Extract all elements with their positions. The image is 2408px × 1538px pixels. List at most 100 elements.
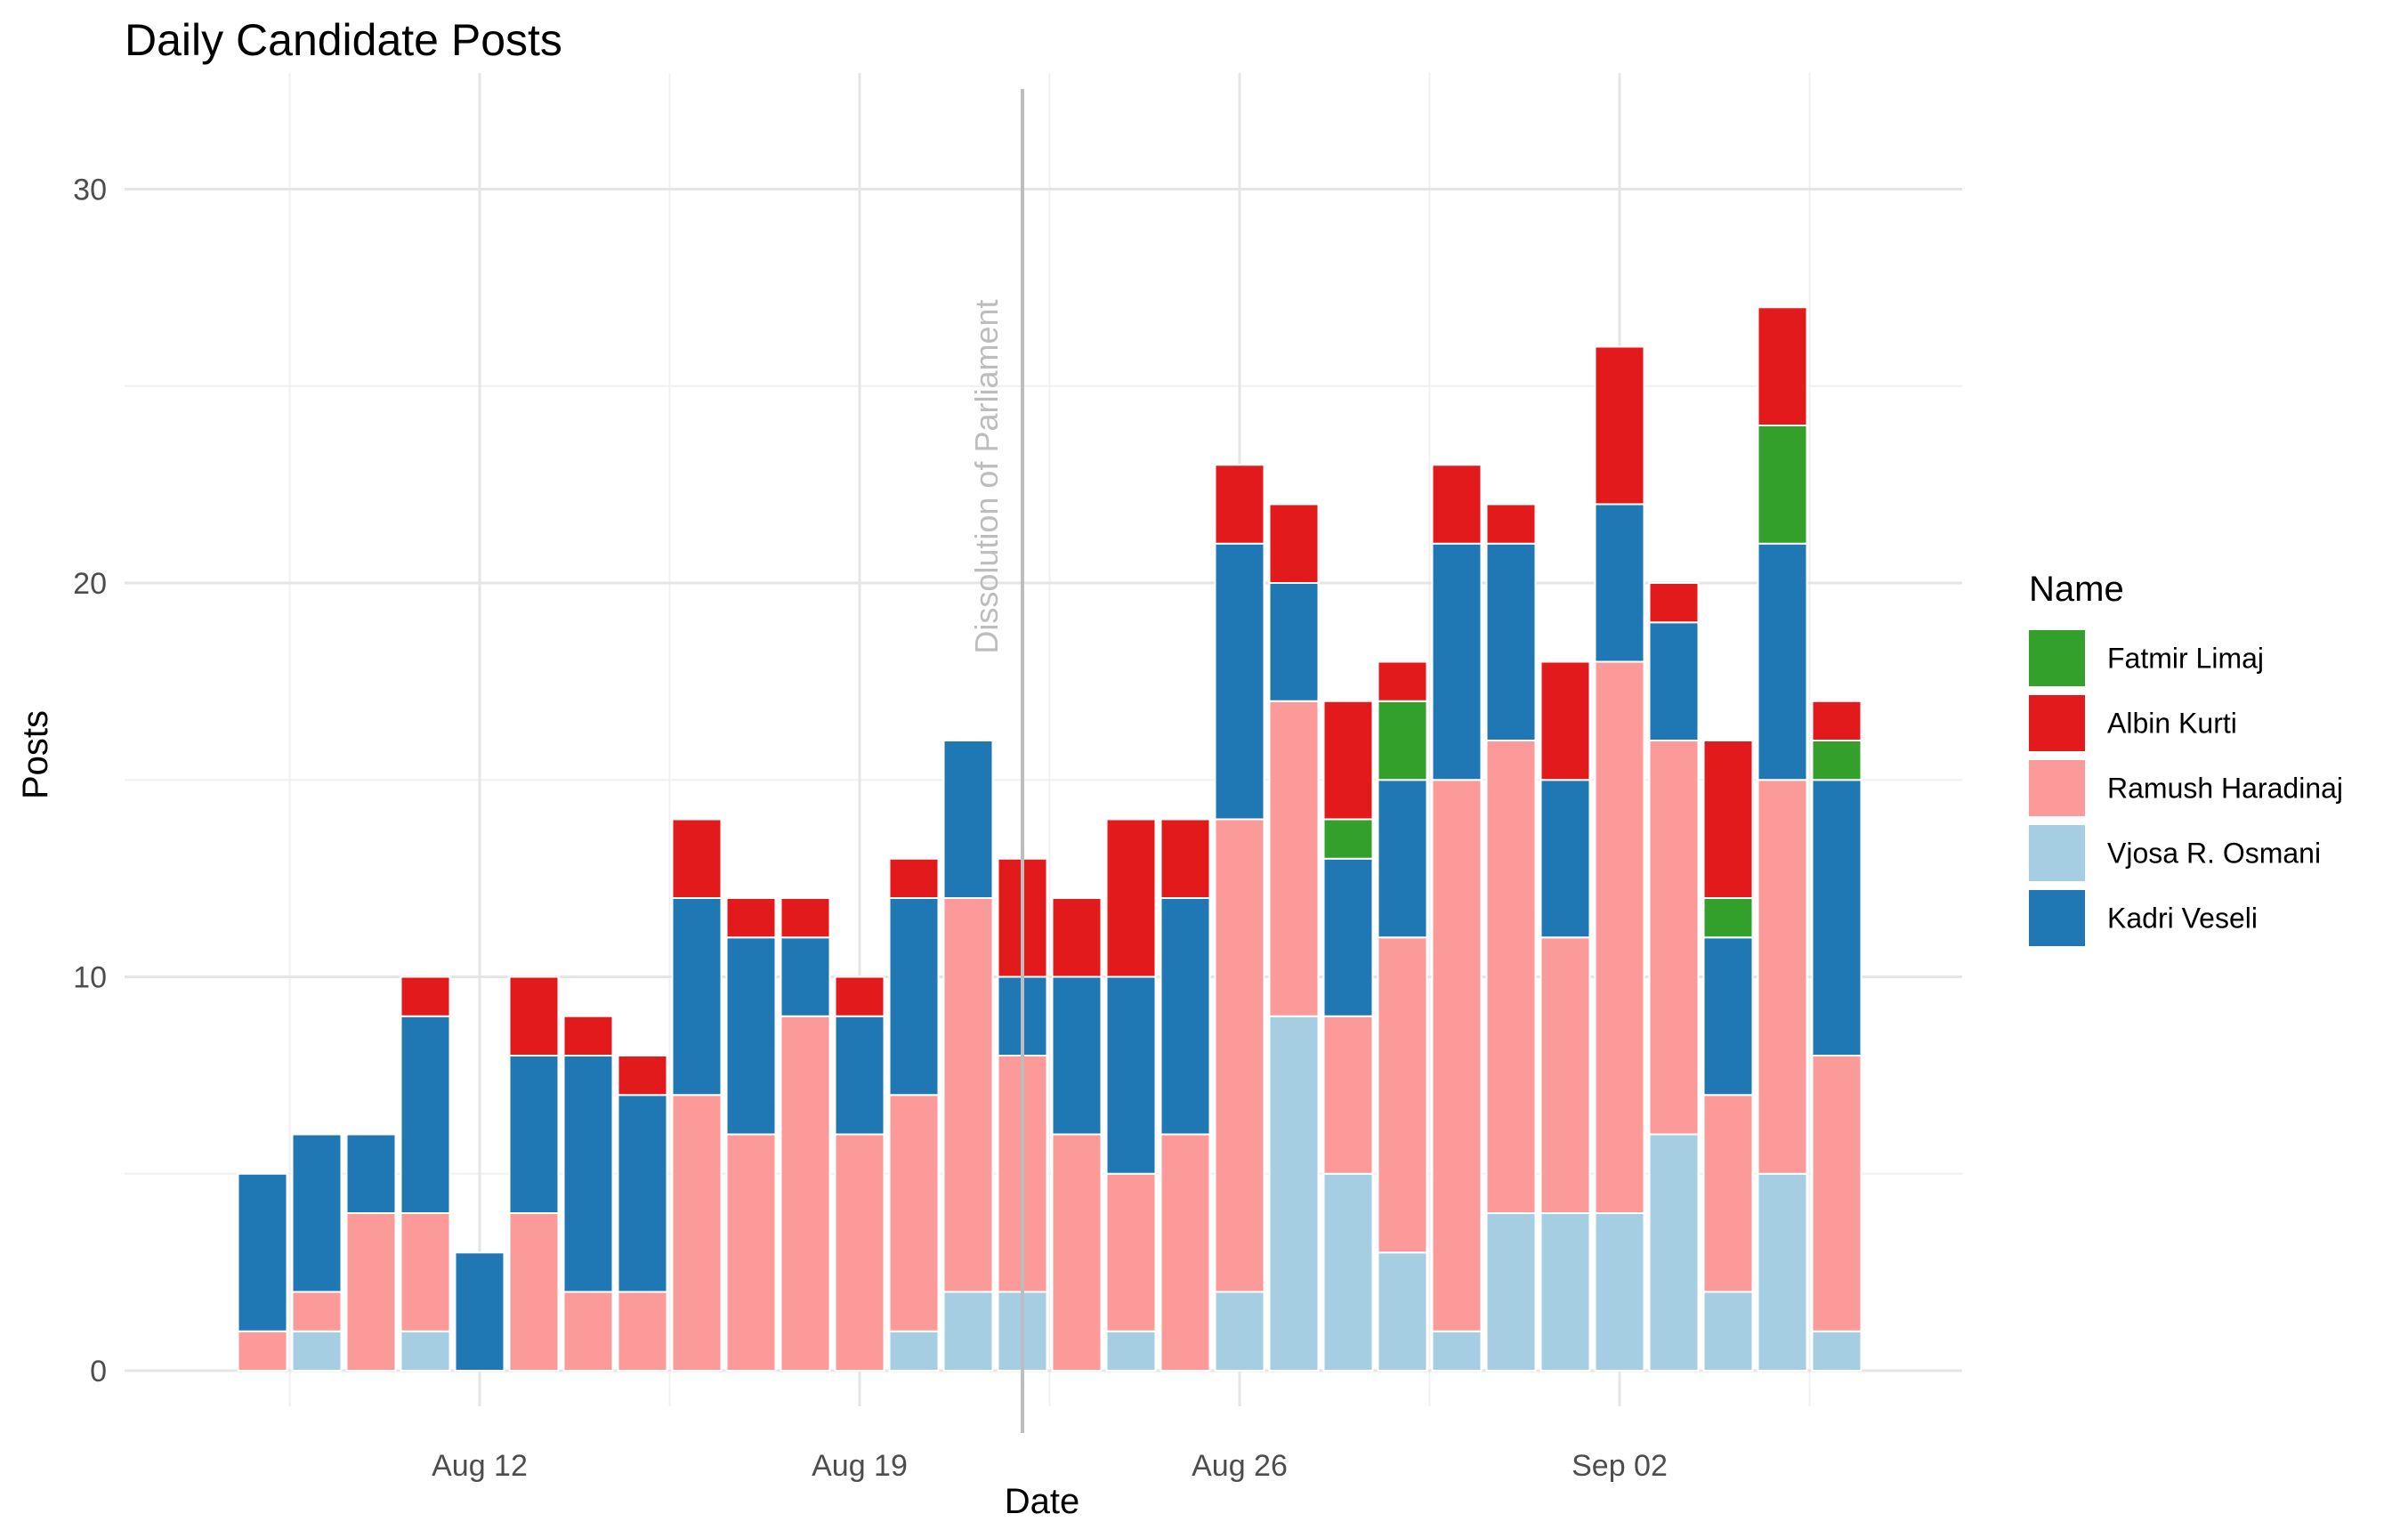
bar-segment [1377,779,1428,939]
bar-segment [1811,779,1863,1056]
bar-segment [1485,503,1537,545]
bar-segment [1702,936,1754,1097]
bar-segment [1594,345,1645,506]
bar-segment [617,1055,668,1097]
y-tick-label: 10 [73,961,107,995]
bar-segment [780,936,831,1017]
bar-segment [1811,1055,1863,1332]
y-tick-label: 0 [90,1355,107,1388]
bar-segment [400,1015,451,1214]
bar-segment [780,1015,831,1372]
bar-segment [834,975,885,1017]
bar-segment [1268,1015,1320,1372]
bar-segment [291,1291,343,1332]
bar-segment [1594,660,1645,1214]
bar-segment [725,1133,777,1372]
bar-segment [1648,582,1700,624]
bar-segment [400,1212,451,1332]
bar-segment [671,1094,723,1372]
bar-segment [1539,936,1591,1214]
bar-segment [1268,503,1320,584]
bar-segment [1105,1330,1157,1372]
bar-segment [942,740,994,899]
bar-segment [1377,700,1428,781]
bar-segment [942,1291,994,1372]
bar-segment [1811,1330,1863,1372]
bar-segment [1377,1251,1428,1372]
bar-segment [1648,740,1700,1136]
bar-segment [1105,818,1157,978]
bar-segment [1431,779,1483,1332]
x-axis-title: Date [1005,1482,1080,1521]
bar-segment [1431,1330,1483,1372]
bar-segment [1160,897,1211,1136]
bar-segment [508,975,560,1056]
bar-segment [345,1212,397,1372]
bar-segment [1539,660,1591,781]
bar-segment [1214,542,1265,821]
bar-segment [454,1251,505,1372]
bar-segment [1648,621,1700,741]
bar-segment [1811,740,1863,781]
bar-segment [1051,975,1103,1136]
bar-segment [1485,1212,1537,1372]
bar-segment [291,1133,343,1293]
bar-segment [725,897,777,939]
bar-segment [562,1015,614,1056]
legend-label: Kadri Veseli [2107,903,2258,935]
bar-segment [1322,818,1374,860]
legend-key [2029,630,2085,686]
bar-segment [1268,700,1320,1017]
bar-segment [617,1094,668,1293]
bar-segment [888,857,940,899]
bar-segment [1322,857,1374,1017]
bar-segment [1485,740,1537,1214]
y-tick-label: 20 [73,567,107,601]
legend-key [2029,695,2085,751]
bar-segment [1160,818,1211,899]
bar-segment [1431,464,1483,545]
bar-segment [1757,1172,1808,1372]
bar-segment [237,1330,288,1372]
x-tick-label: Aug 12 [432,1449,528,1483]
bar-segment [400,975,451,1017]
bar-segment [1214,464,1265,545]
bar-segment [888,1330,940,1372]
bar-segment [1702,740,1754,899]
bar-segment [291,1330,343,1372]
bar-segment [345,1133,397,1214]
bar-segment [237,1172,288,1332]
bar-segment [1214,1291,1265,1372]
bar-segment [562,1055,614,1293]
bar-segment [1322,700,1374,821]
chart-title: Daily Candidate Posts [125,15,562,65]
bar-segment [888,1094,940,1332]
x-tick-label: Aug 19 [812,1449,908,1483]
bar-segment [1214,818,1265,1293]
bar-segment [562,1291,614,1372]
legend-key [2029,825,2085,881]
bar-segment [1757,306,1808,426]
bar-segment [1702,897,1754,939]
bar-segment [671,897,723,1097]
bar-segment [1051,1133,1103,1372]
bars-layer [237,306,1863,1372]
legend-label: Vjosa R. Osmani [2107,838,2321,870]
bar-segment [1160,1133,1211,1372]
bar-segment [1268,582,1320,702]
legend: Name Fatmir Limaj Albin Kurti Ramush Harad… [2029,570,2343,946]
bar-segment [1322,1015,1374,1175]
bar-segment [1757,425,1808,545]
bar-segment [1105,975,1157,1175]
bar-segment [1377,660,1428,702]
bar-segment [834,1015,885,1136]
bar-segment [1051,897,1103,978]
bar-segment [1757,542,1808,781]
bar-segment [1431,542,1483,781]
legend-label: Albin Kurti [2107,708,2237,740]
y-tick-label: 30 [73,174,107,207]
bar-segment [671,818,723,899]
legend-label: Ramush Haradinaj [2107,773,2343,805]
bar-segment [400,1330,451,1372]
